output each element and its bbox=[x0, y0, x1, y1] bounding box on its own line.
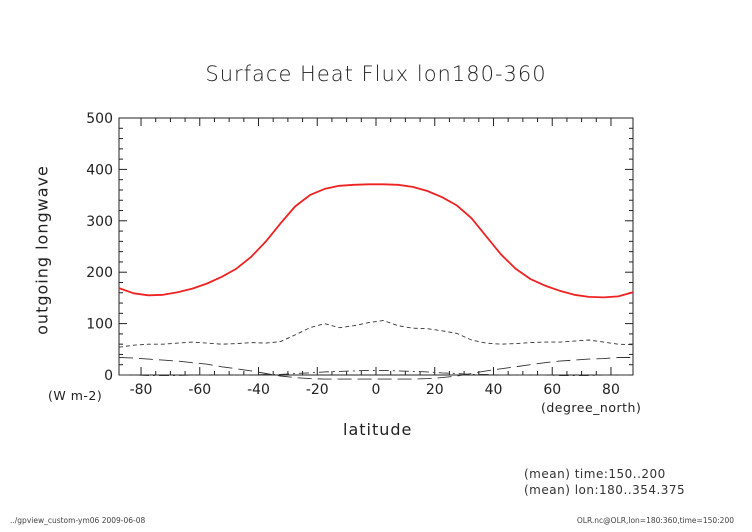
y-axis-unit: (W m-2) bbox=[48, 388, 103, 403]
note-lon: (mean) lon:180..354.375 bbox=[524, 483, 686, 497]
x-tick-label: -20 bbox=[306, 382, 329, 398]
x-tick-label: -40 bbox=[247, 382, 270, 398]
x-tick-label: 80 bbox=[602, 382, 620, 398]
x-tick-label: 60 bbox=[543, 382, 561, 398]
series-line-1 bbox=[118, 183, 634, 299]
x-axis-label: latitude bbox=[343, 420, 413, 439]
note-time: (mean) time:150..200 bbox=[524, 467, 666, 481]
y-axis-label: outgoing longwave bbox=[32, 165, 52, 335]
footer-right: OLR.nc@OLR,lon=180:360,time=150:200 bbox=[576, 516, 734, 525]
y-tick-label: 200 bbox=[86, 265, 113, 281]
x-tick-label: -60 bbox=[188, 382, 211, 398]
series-line-2 bbox=[118, 320, 634, 348]
plot-frame bbox=[118, 117, 634, 376]
tick-labels: 0 100 200 300 400 500 -80 -60 -40 -20 0 20 40 60 80 bbox=[86, 111, 620, 398]
series-group bbox=[118, 183, 634, 380]
y-tick-label: 400 bbox=[86, 162, 113, 178]
y-tick-label: 100 bbox=[86, 317, 113, 333]
footer-left: ../gpview_custom-ym06 2009-06-08 bbox=[10, 516, 146, 525]
series-line-3 bbox=[118, 357, 633, 380]
x-tick-label: 40 bbox=[485, 382, 503, 398]
y-tick-label: 0 bbox=[104, 368, 113, 384]
series-line-4 bbox=[119, 369, 633, 376]
chart-title: Surface Heat Flux lon180-360 bbox=[205, 62, 547, 86]
x-axis-unit: (degree_north) bbox=[541, 400, 642, 415]
x-tick-label: 0 bbox=[372, 382, 381, 398]
y-tick-label: 300 bbox=[86, 214, 113, 230]
x-tick-label: -80 bbox=[130, 382, 153, 398]
x-tick-label: 20 bbox=[426, 382, 444, 398]
axis-ticks bbox=[119, 117, 633, 376]
y-tick-label: 500 bbox=[86, 111, 113, 127]
